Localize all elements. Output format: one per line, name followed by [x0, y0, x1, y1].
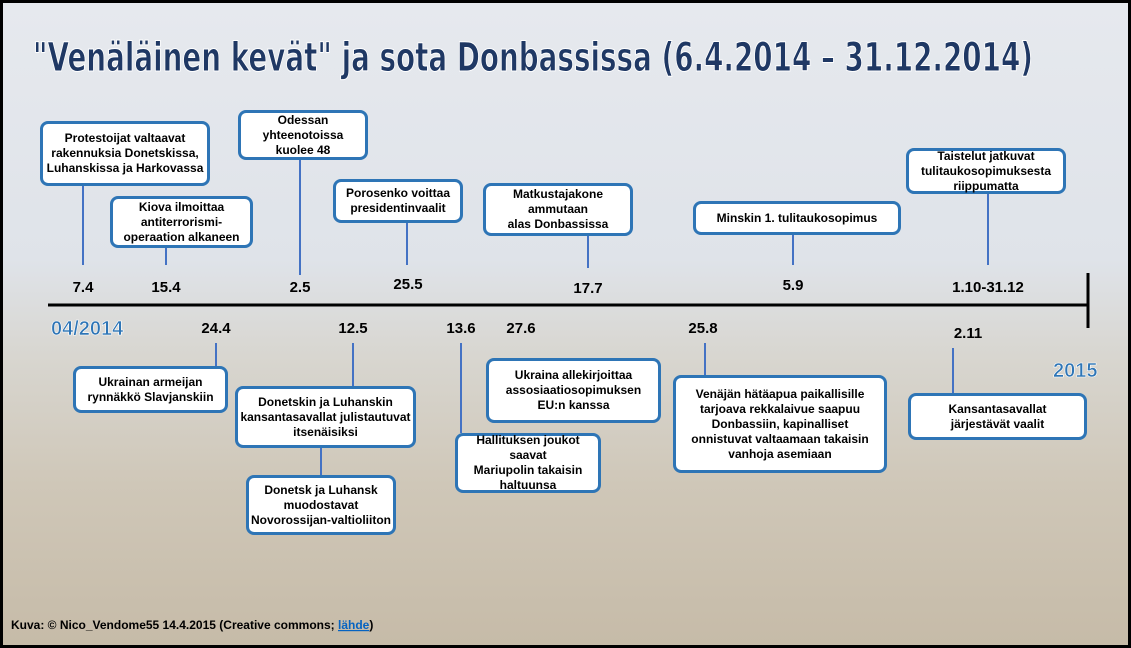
end-label: 2015 [1053, 360, 1098, 382]
event-date: 1.10-31.12 [952, 279, 1024, 296]
event-text: Kansantasavallat [911, 402, 1084, 417]
event-text: Ukrainan armeijan [76, 375, 225, 390]
event-date: 17.7 [573, 280, 602, 297]
event-date: 5.9 [783, 277, 804, 294]
timeline-page: "Venäläinen kevät" ja sota Donbassissa (… [0, 0, 1131, 648]
event-text: haltuunsa [458, 478, 598, 493]
event-box: Minskin 1. tulitaukosopimus [693, 201, 901, 235]
timeline-svg: "Venäläinen kevät" ja sota Donbassissa (… [3, 3, 1128, 645]
event-text: Kiova ilmoittaa [113, 200, 250, 215]
event-text: EU:n kanssa [489, 398, 658, 413]
event-text: Mariupolin takaisin [458, 463, 598, 478]
event-text: Donetsk ja Luhansk [249, 483, 393, 498]
event-text: Protestoijat valtaavat [43, 131, 207, 146]
event-text: tulitaukosopimuksesta [909, 164, 1063, 179]
event-text: Hallituksen joukot saavat [458, 433, 598, 463]
event-date: 2.5 [290, 279, 311, 296]
event-text: Matkustajakone ammutaan [486, 187, 630, 217]
credit-link[interactable]: lähde [338, 618, 370, 632]
event-date: 2.11 [954, 325, 982, 342]
event-text: Minskin 1. tulitaukosopimus [696, 211, 898, 226]
event-text: Donbassiin, kapinalliset [676, 417, 884, 432]
credit-suffix: ) [369, 618, 373, 632]
event-text: Luhanskissa ja Harkovassa [43, 161, 207, 176]
event-date: 25.5 [393, 276, 422, 293]
event-date: 15.4 [151, 279, 181, 296]
event-text: Venäjän hätäapua paikallisille [676, 387, 884, 402]
event-text: itsenäisiksi [238, 425, 413, 440]
event-text: kuolee 48 [241, 143, 365, 158]
event-date: 24.4 [201, 320, 231, 337]
event-text: rynnäkkö Slavjanskiin [76, 390, 225, 405]
event-text: kansantasavallat julistautuvat [238, 410, 413, 425]
event-date: 12.5 [338, 320, 367, 337]
event-text: Novorossijan-valtioliiton [249, 513, 393, 528]
event-text: presidentinvaalit [336, 201, 460, 216]
event-text: vanhoja asemiaan [676, 447, 884, 462]
event-text: muodostavat [249, 498, 393, 513]
event-text: Taistelut jatkuvat [909, 149, 1063, 164]
event-date: 7.4 [73, 279, 95, 296]
event-date: 25.8 [688, 320, 717, 337]
event-text: Ukraina allekirjoittaa [489, 368, 658, 383]
event-text: operaation alkaneen [113, 230, 250, 245]
event-text: antiterrorismi- [113, 215, 250, 230]
title: "Venäläinen kevät" ja sota Donbassissa (… [33, 35, 1033, 81]
event-text: Odessan yhteenotoissa [241, 113, 365, 143]
event-text: alas Donbassissa [486, 217, 630, 232]
event-text: assosiaatiosopimuksen [489, 383, 658, 398]
credit: Kuva: © Nico_Vendome55 14.4.2015 (Creati… [11, 618, 373, 632]
event-text: tarjoava rekkalaivue saapuu [676, 402, 884, 417]
event-text: rakennuksia Donetskissa, [43, 146, 207, 161]
event-date: 13.6 [446, 320, 475, 337]
event-text: onnistuvat valtaamaan takaisin [676, 432, 884, 447]
credit-prefix: Kuva: © Nico_Vendome55 14.4.2015 (Creati… [11, 618, 338, 632]
event-date: 27.6 [506, 320, 535, 337]
event-text: riippumatta [909, 179, 1063, 194]
event-text: Donetskin ja Luhanskin [238, 395, 413, 410]
event-text: järjestävät vaalit [911, 417, 1084, 432]
event-text: Porosenko voittaa [336, 186, 460, 201]
start-label: 04/2014 [51, 318, 124, 340]
